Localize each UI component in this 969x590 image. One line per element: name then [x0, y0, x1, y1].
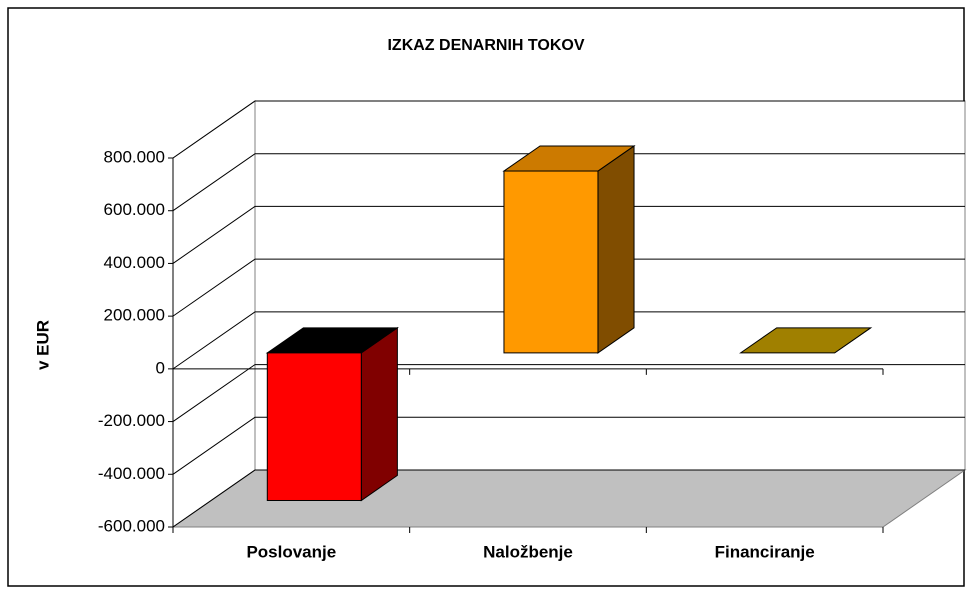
grid-line [172, 311, 965, 370]
y-tick-label: 800.000 [104, 147, 165, 166]
grid-line [172, 153, 965, 212]
bar-side [360, 326, 398, 502]
grid-line [172, 469, 965, 528]
side-wall [172, 100, 256, 528]
grid-line [172, 416, 965, 475]
x-tick-label: Financiranje [715, 542, 815, 561]
y-axis-label: v EUR [33, 320, 52, 370]
grid-line [172, 100, 965, 159]
y-tick-label: 400.000 [104, 253, 165, 272]
y-tick-label: 0 [156, 358, 165, 377]
bar [266, 352, 362, 501]
y-tick-label: 600.000 [104, 200, 165, 219]
y-tick-label: -200.000 [98, 411, 165, 430]
x-tick-label: Naložbenje [483, 542, 573, 561]
y-tick-label: 200.000 [104, 306, 165, 325]
bar-top [739, 327, 873, 354]
chart-title: IZKAZ DENARNIH TOKOV [387, 37, 584, 54]
grid-line [172, 205, 965, 264]
x-tick-label: Poslovanje [246, 542, 336, 561]
grid-line [172, 258, 965, 317]
bar-side [597, 144, 635, 354]
y-tick-label: -600.000 [98, 516, 165, 535]
y-tick-label: -400.000 [98, 464, 165, 483]
bar [503, 170, 599, 354]
grid-line [172, 364, 965, 422]
